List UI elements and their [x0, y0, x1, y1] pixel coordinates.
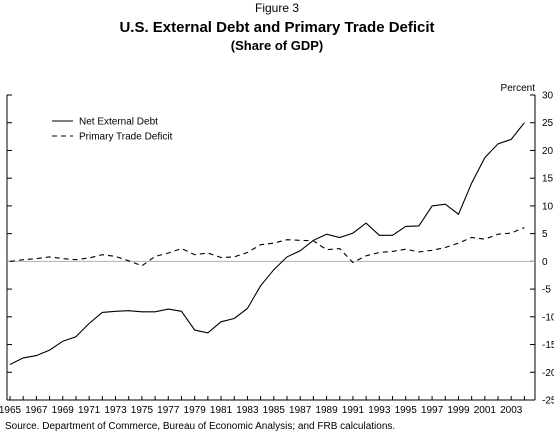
chart-title: U.S. External Debt and Primary Trade Def…	[119, 19, 435, 36]
y-tick-label: 20	[542, 146, 554, 157]
y-tick-label: -5	[542, 285, 551, 296]
y-tick-label: 30	[542, 91, 554, 102]
x-tick-label: 1993	[368, 405, 391, 416]
x-tick-label: 1989	[315, 405, 338, 416]
y-axis-unit-label: Percent	[501, 83, 536, 94]
x-tick-label: 1977	[157, 405, 180, 416]
y-tick-label: 10	[542, 201, 554, 212]
x-tick-label: 1979	[184, 405, 207, 416]
x-tick-label: 1967	[25, 405, 48, 416]
x-tick-label: 1991	[342, 405, 365, 416]
source-note: Source. Department of Commerce, Bureau o…	[5, 421, 396, 432]
x-tick-label: 1997	[421, 405, 444, 416]
x-tick-label: 1971	[78, 405, 101, 416]
y-tick-label: -25	[542, 396, 554, 407]
series-line	[9, 226, 525, 267]
legend-label: Net External Debt	[79, 117, 158, 128]
x-tick-label: 1995	[395, 405, 418, 416]
x-tick-label: 1985	[263, 405, 286, 416]
series-line	[9, 122, 525, 365]
legend-label: Primary Trade Deficit	[79, 132, 173, 143]
series-primary-trade-deficit	[9, 226, 525, 267]
y-tick-label: 0	[542, 257, 548, 268]
series-group	[9, 122, 525, 365]
x-tick-label: 1987	[289, 405, 312, 416]
x-tick-label: 1969	[52, 405, 75, 416]
y-tick-label: -10	[542, 312, 554, 323]
y-tick-label: 5	[542, 229, 548, 240]
x-tick-label: 1981	[210, 405, 233, 416]
figure-label: Figure 3	[254, 1, 300, 15]
x-ticks: 1965 1967 1969 1971 1973 1975 1977 1979 1981 1983…	[0, 396, 525, 416]
y-tick-label: -15	[542, 340, 554, 351]
legend: Net External Debt Primary Trade Deficit	[52, 117, 173, 143]
x-tick-label: 1975	[131, 405, 154, 416]
x-tick-label: 1999	[447, 405, 470, 416]
series-net-external-debt	[9, 122, 525, 365]
y-tick-label: 15	[542, 174, 554, 185]
x-tick-label: 1973	[104, 405, 127, 416]
x-tick-label: 2003	[500, 405, 523, 416]
x-tick-label: 1983	[236, 405, 259, 416]
x-tick-label: 1965	[0, 405, 22, 416]
chart-subtitle: (Share of GDP)	[230, 38, 324, 53]
y-tick-label: 25	[542, 118, 554, 129]
x-tick-label: 2001	[474, 405, 497, 416]
y-tick-label: -20	[542, 368, 554, 379]
